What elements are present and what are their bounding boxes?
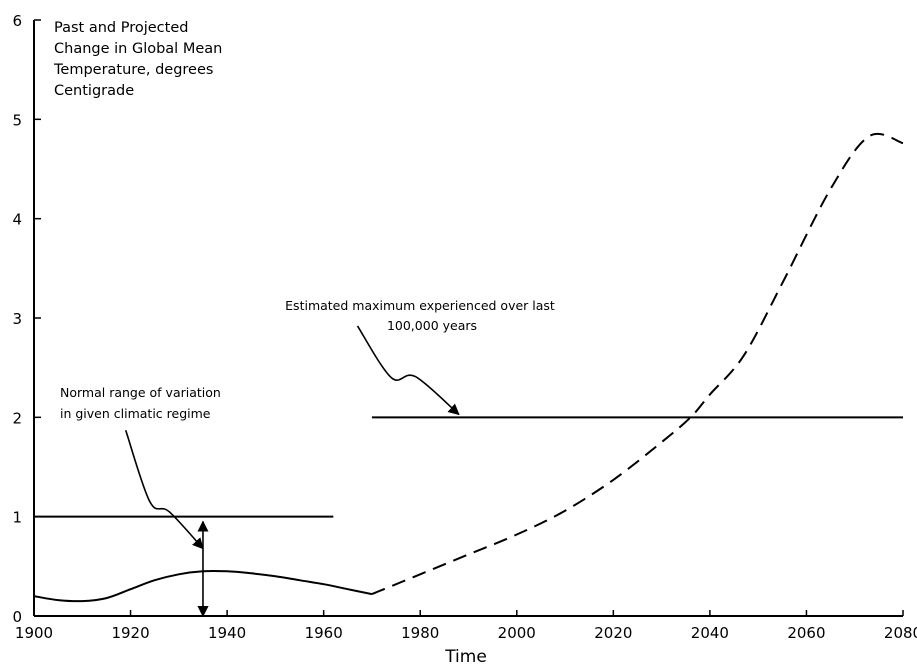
annotation-normal-range-line-1: Normal range of variation [60, 385, 221, 400]
y-tick-label-6: 6 [12, 12, 22, 30]
annotation-max-line-1: Estimated maximum experienced over last [285, 298, 555, 313]
y-tick-label-1: 1 [12, 509, 22, 527]
annotation-max-100000-years: Estimated maximum experienced over last … [285, 298, 555, 416]
x-tick-label-2080: 2080 [884, 624, 917, 642]
x-tick-label-1920: 1920 [111, 624, 149, 642]
x-axis: 1900 1920 1940 1960 1980 2000 2020 2040 2060 2080… [15, 610, 917, 666]
x-tick-label-2020: 2020 [594, 624, 632, 642]
annotation-normal-range-line-2: in given climatic regime [60, 406, 211, 421]
x-tick-label-1940: 1940 [208, 624, 246, 642]
annotation-normal-range: Normal range of variation in given clima… [60, 385, 221, 618]
reference-lines [34, 416, 903, 518]
annotation-max-line-2: 100,000 years [387, 318, 477, 333]
chart-title-line-2: Change in Global Mean [54, 41, 222, 57]
x-axis-ticks: 1900 1920 1940 1960 1980 2000 2020 2040 2060 2080 [15, 610, 917, 642]
series-projected-dashed-line [371, 132, 904, 596]
chart-title-line-1: Past and Projected [54, 20, 188, 36]
y-tick-label-4: 4 [12, 211, 22, 229]
x-tick-label-2040: 2040 [691, 624, 729, 642]
y-tick-label-0: 0 [12, 608, 22, 626]
chart-title-line-4: Centigrade [54, 83, 134, 99]
series-layer [33, 132, 904, 603]
x-axis-title: Time [444, 647, 487, 666]
x-tick-label-2000: 2000 [498, 624, 536, 642]
x-tick-label-1980: 1980 [401, 624, 439, 642]
annotation-max-pointer [356, 325, 460, 416]
y-tick-label-2: 2 [12, 409, 22, 427]
y-tick-label-3: 3 [12, 310, 22, 328]
x-tick-label-1900: 1900 [15, 624, 53, 642]
chart-title-line-3: Temperature, degrees [53, 62, 213, 78]
x-tick-label-2060: 2060 [787, 624, 825, 642]
y-tick-label-5: 5 [12, 111, 22, 129]
y-axis: 0 1 2 3 4 5 6 [12, 12, 41, 626]
annotation-normal-range-pointer [124, 429, 204, 550]
x-tick-label-1960: 1960 [305, 624, 343, 642]
chart-title: Past and Projected Change in Global Mean… [53, 20, 222, 99]
y-axis-ticks: 0 1 2 3 4 5 6 [12, 12, 41, 626]
